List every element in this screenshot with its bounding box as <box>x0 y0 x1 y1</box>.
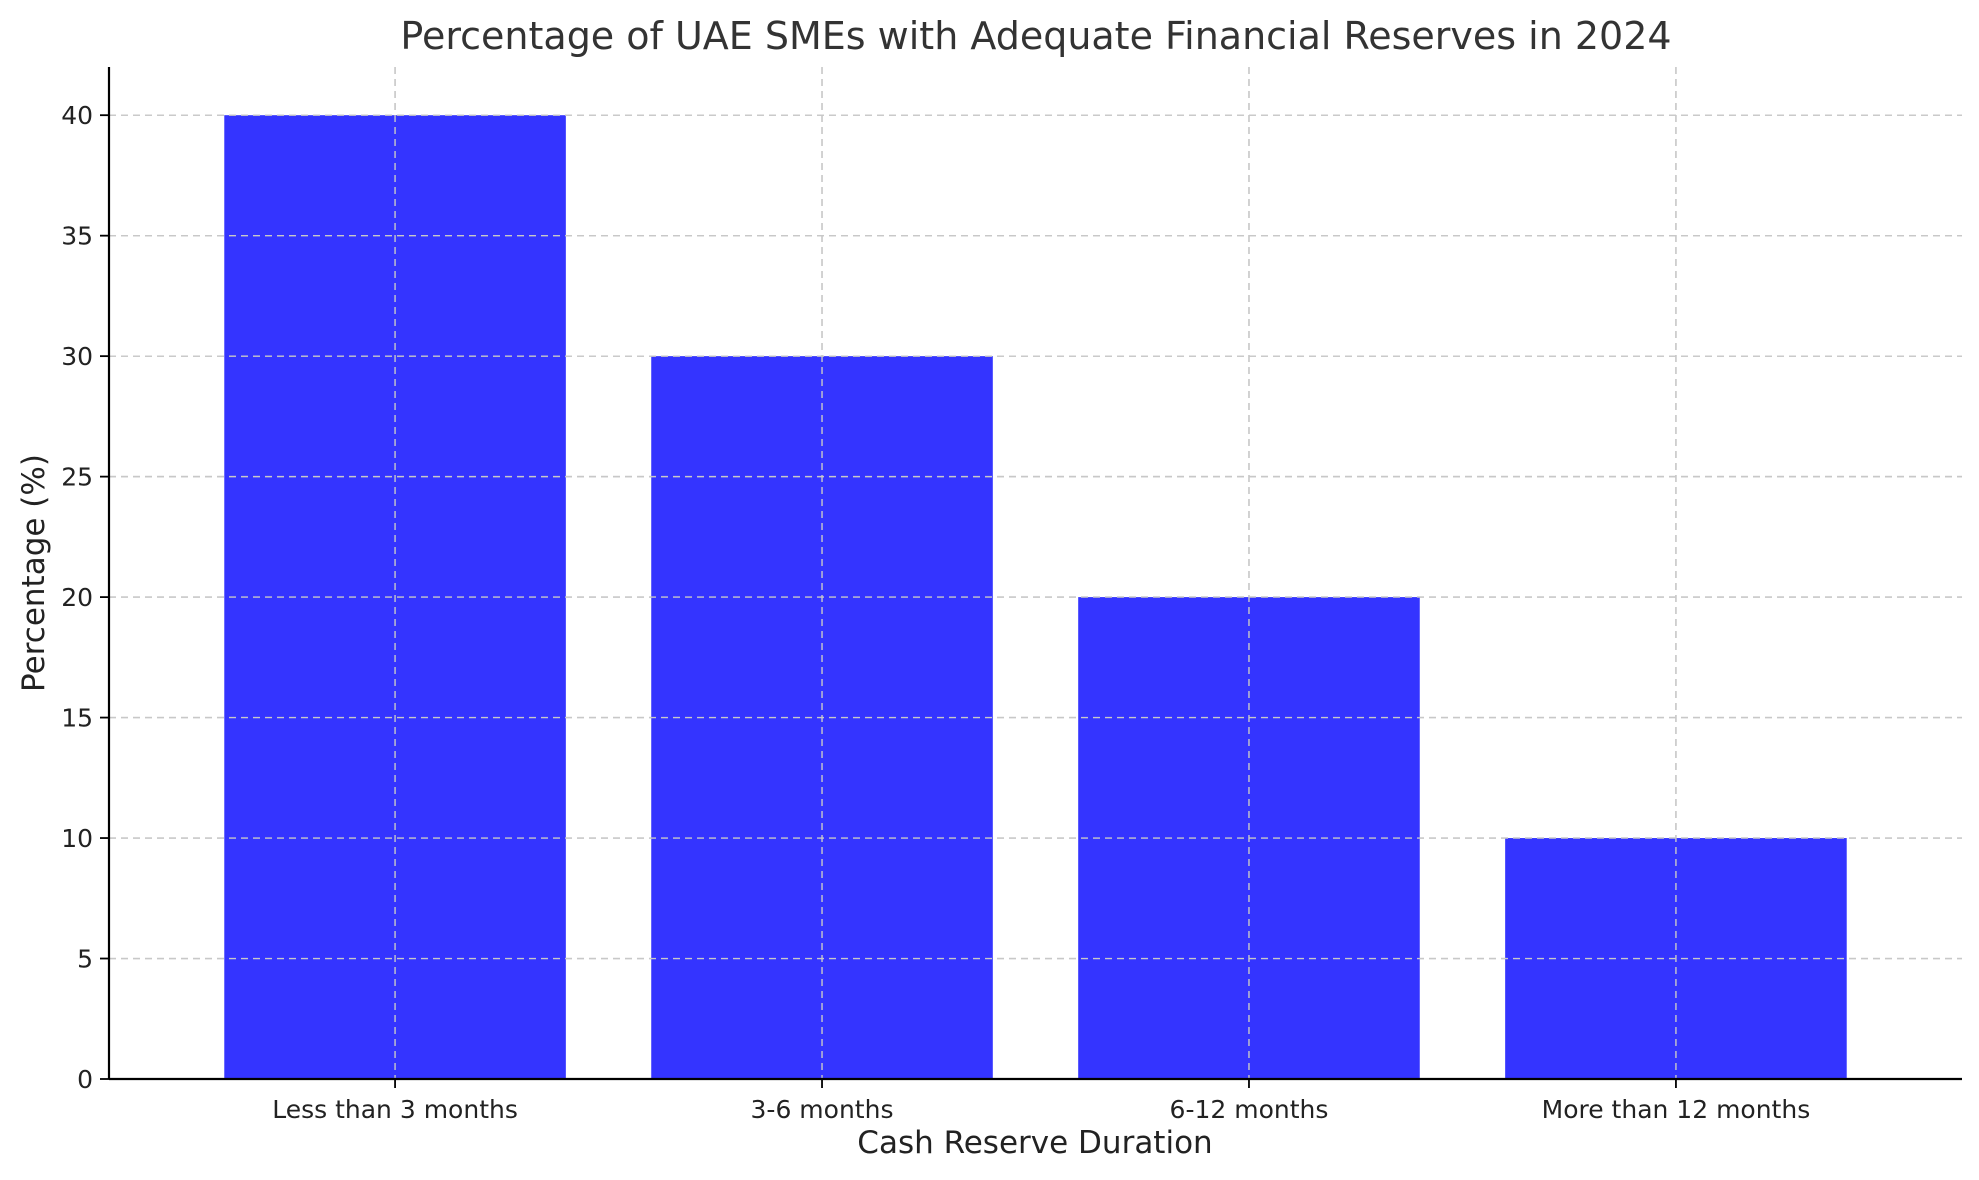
y-tick-label: 40 <box>61 101 93 130</box>
y-tick-label: 0 <box>77 1065 93 1094</box>
y-tick-label: 15 <box>61 704 93 733</box>
chart-title: Percentage of UAE SMEs with Adequate Fin… <box>400 14 1671 58</box>
y-tick-label: 25 <box>61 463 93 492</box>
y-tick-label: 5 <box>77 945 93 974</box>
y-tick-label: 30 <box>61 342 93 371</box>
y-tick-label: 35 <box>61 222 93 251</box>
y-axis-label: Percentage (%) <box>16 454 52 692</box>
x-ticks: Less than 3 months 3-6 months 6-12 months M… <box>272 1079 1810 1124</box>
x-tick-label: More than 12 months <box>1542 1095 1811 1124</box>
x-tick-label: Less than 3 months <box>272 1095 518 1124</box>
y-tick-label: 20 <box>61 583 93 612</box>
x-axis-label: Cash Reserve Duration <box>857 1125 1212 1161</box>
x-tick-label: 6-12 months <box>1170 1095 1329 1124</box>
y-ticks: 0 5 10 15 20 25 30 35 40 <box>61 101 109 1094</box>
x-tick-label: 3-6 months <box>751 1095 894 1124</box>
bar-layer <box>109 67 1962 1080</box>
y-tick-label: 10 <box>61 824 93 853</box>
